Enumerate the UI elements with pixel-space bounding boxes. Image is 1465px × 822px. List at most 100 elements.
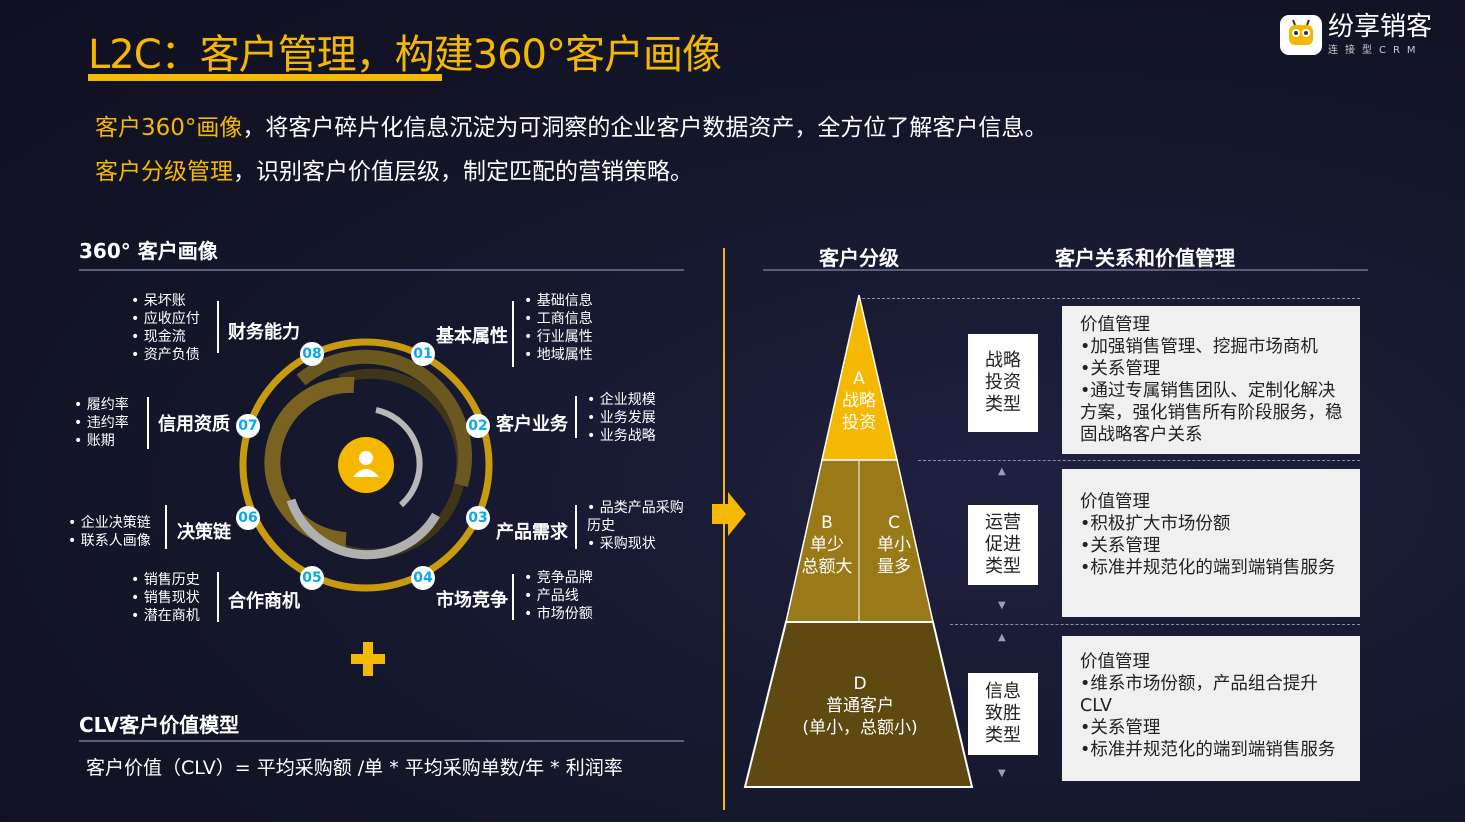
- list-item: 业务战略: [587, 427, 656, 445]
- badge-05: 05: [300, 566, 324, 590]
- list-item: 企业规模: [587, 391, 656, 409]
- logo-subtitle: 连接型CRM: [1328, 45, 1423, 56]
- arrow-right-icon: [712, 492, 746, 536]
- badge-01: 01: [411, 342, 435, 366]
- segment-label: 基本属性: [436, 326, 508, 347]
- list-item: 账期: [74, 432, 129, 450]
- page-title: L2C：客户管理，构建360°客户画像: [88, 32, 722, 78]
- desc-line: •标准并规范化的端到端销售服务: [1080, 740, 1336, 760]
- desc-line: •积极扩大市场份额: [1080, 514, 1231, 534]
- arrow-down-icon: ▼: [998, 600, 1006, 611]
- desc-line: •关系管理: [1080, 718, 1161, 738]
- list-item: 销售现状: [131, 589, 200, 607]
- segment-label: 市场竞争: [436, 590, 508, 611]
- segment-items: 呆坏账应收应付现金流资产负债: [131, 292, 200, 364]
- clv-title: CLV客户价值模型: [79, 713, 240, 737]
- intro-highlight: 客户分级管理: [95, 159, 233, 185]
- divider: [147, 397, 149, 449]
- badge-08: 08: [300, 342, 324, 366]
- divider: [512, 574, 514, 620]
- clv-formula: 客户价值（CLV）= 平均采购额 /单 * 平均采购单数/年 * 利润率: [86, 757, 623, 779]
- list-item: 应收应付: [131, 310, 200, 328]
- dashed-line: [950, 624, 1360, 625]
- list-item: 工商信息: [524, 310, 593, 328]
- intro-line-2: 客户分级管理，识别客户价值层级，制定匹配的营销策略。: [95, 152, 693, 186]
- list-item: 呆坏账: [131, 292, 200, 310]
- intro-line-1: 客户360°画像，将客户碎片化信息沉淀为可洞察的企业客户数据资产，全方位了解客户…: [95, 108, 1047, 142]
- segment-items: 基础信息工商信息行业属性地域属性: [524, 292, 593, 364]
- dashed-line: [918, 460, 1360, 461]
- segment-items: 销售历史销售现状潜在商机: [131, 571, 200, 625]
- divider: [165, 505, 167, 549]
- list-item: 竞争品牌: [524, 569, 593, 587]
- list-item: 市场份额: [524, 605, 593, 623]
- divider: [217, 572, 219, 622]
- desc-line: •关系管理: [1080, 359, 1161, 379]
- dashed-line: [862, 298, 1360, 299]
- divider: [575, 396, 577, 438]
- tier-d: D 普通客户 (单小，总额小): [780, 673, 940, 739]
- tier-letter: A: [853, 369, 865, 389]
- tier-name: 战略 投资: [842, 391, 876, 433]
- arrow-down-icon: ▼: [998, 768, 1006, 779]
- tier-c: C 单小 量多: [862, 512, 926, 578]
- tier-letter: D: [853, 674, 867, 694]
- list-item: 现金流: [131, 328, 200, 346]
- divider: [79, 269, 684, 271]
- list-item: 违约率: [74, 414, 129, 432]
- desc-line: •关系管理: [1080, 536, 1161, 556]
- type-strategic: 战略 投资 类型: [968, 334, 1038, 432]
- list-item: 基础信息: [524, 292, 593, 310]
- list-item: 采购现状: [587, 535, 697, 553]
- list-item: 地域属性: [524, 346, 593, 364]
- badge-02: 02: [466, 414, 490, 438]
- segment-label: 决策链: [177, 522, 231, 543]
- tier-name: 单少 总额大: [801, 535, 853, 577]
- desc-strategic: 价值管理 •加强销售管理、挖掘市场商机 •关系管理 •通过专属销售团队、定制化解决方案…: [1062, 306, 1360, 454]
- desc-line: •通过专属销售团队、定制化解决方案，强化销售所有阶段服务，稳固战略客户关系: [1080, 381, 1343, 445]
- divider: [512, 301, 514, 367]
- segment-items: 品类产品采购历史采购现状: [587, 499, 697, 553]
- logo-name: 纷享销客: [1328, 12, 1433, 42]
- list-item: 业务发展: [587, 409, 656, 427]
- list-item: 潜在商机: [131, 607, 200, 625]
- tier-name: 单小 量多: [877, 535, 911, 577]
- segment-items: 企业规模业务发展业务战略: [587, 391, 656, 445]
- desc-line: •维系市场份额，产品组合提升CLV: [1080, 674, 1318, 716]
- tier-letter: B: [821, 513, 833, 533]
- divider: [575, 505, 577, 549]
- segment-label: 信用资质: [158, 414, 230, 435]
- tier-b: B 单少 总额大: [795, 512, 859, 578]
- list-item: 销售历史: [131, 571, 200, 589]
- type-operational: 运营 促进 类型: [968, 505, 1038, 585]
- tier-a: A 战略 投资: [820, 368, 898, 434]
- intro-text: ，将客户碎片化信息沉淀为可洞察的企业客户数据资产，全方位了解客户信息。: [242, 115, 1048, 141]
- desc-information: 价值管理 •维系市场份额，产品组合提升CLV •关系管理 •标准并规范化的端到端销售服…: [1062, 636, 1360, 781]
- desc-line: 价值管理: [1080, 492, 1150, 512]
- badge-06: 06: [236, 506, 260, 530]
- vertical-divider: [723, 248, 725, 810]
- divider: [79, 740, 684, 742]
- list-item: 履约率: [74, 396, 129, 414]
- segment-items: 企业决策链联系人画像: [68, 514, 151, 550]
- tier-name: 普通客户 (单小，总额小): [802, 696, 918, 738]
- list-item: 产品线: [524, 587, 593, 605]
- segment-items: 竞争品牌产品线市场份额: [524, 569, 593, 623]
- mgmt-title: 客户关系和价值管理: [1055, 246, 1235, 270]
- list-item: 行业属性: [524, 328, 593, 346]
- title-underline: [88, 74, 442, 81]
- badge-03: 03: [466, 506, 490, 530]
- list-item: 品类产品采购历史: [587, 499, 697, 535]
- grading-title: 客户分级: [819, 246, 899, 270]
- list-item: 联系人画像: [68, 532, 151, 550]
- customer-pyramid: [743, 294, 974, 788]
- badge-07: 07: [236, 414, 260, 438]
- desc-line: •加强销售管理、挖掘市场商机: [1080, 337, 1318, 357]
- tier-letter: C: [888, 513, 900, 533]
- badge-04: 04: [411, 566, 435, 590]
- divider: [763, 269, 1368, 271]
- intro-text: ，识别客户价值层级，制定匹配的营销策略。: [233, 159, 693, 185]
- segment-label: 产品需求: [496, 522, 568, 543]
- desc-line: 价值管理: [1080, 315, 1150, 335]
- segment-label: 合作商机: [228, 591, 300, 612]
